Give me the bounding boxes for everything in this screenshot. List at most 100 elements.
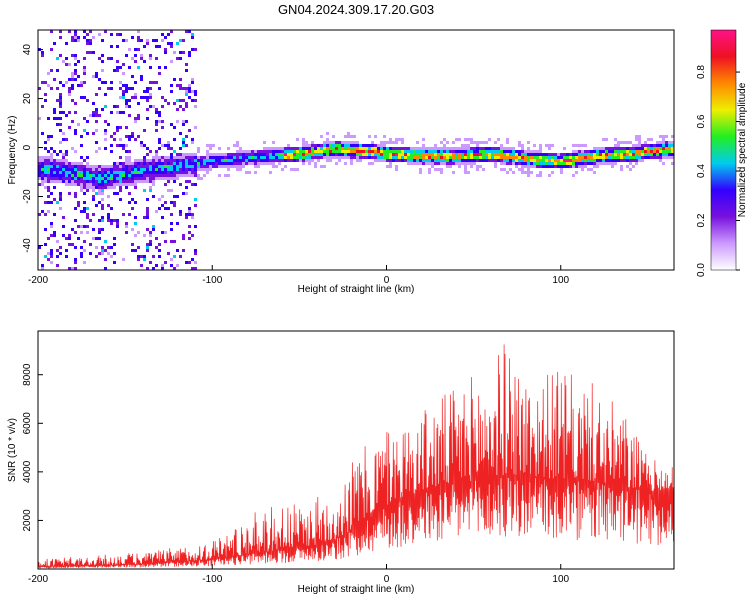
heatmap-cell bbox=[158, 66, 161, 69]
heatmap-cell bbox=[491, 150, 494, 153]
heatmap-cell bbox=[476, 150, 479, 153]
heatmap-cell bbox=[581, 165, 584, 168]
heatmap-cell bbox=[128, 162, 131, 165]
heatmap-cell bbox=[359, 150, 362, 153]
heatmap-cell bbox=[620, 168, 623, 171]
heatmap-cell bbox=[245, 159, 248, 162]
heatmap-cell bbox=[47, 168, 50, 171]
heatmap-cell bbox=[122, 171, 125, 174]
heatmap-cell bbox=[533, 159, 536, 162]
heatmap-cell bbox=[377, 144, 380, 147]
heatmap-cell bbox=[134, 120, 137, 123]
heatmap-cell bbox=[158, 45, 161, 48]
heatmap-cell bbox=[158, 72, 161, 75]
heatmap-cell bbox=[68, 237, 71, 240]
heatmap-cell bbox=[92, 168, 95, 171]
snr-x-ticks: -200 -100 0 100 bbox=[28, 564, 570, 585]
heatmap-cell bbox=[623, 156, 626, 159]
heatmap-cell bbox=[101, 81, 104, 84]
heatmap-cell bbox=[383, 153, 386, 156]
heatmap-cell bbox=[611, 162, 614, 165]
heatmap-cell bbox=[662, 147, 665, 150]
heatmap-cell bbox=[254, 156, 257, 159]
heatmap-cell bbox=[113, 177, 116, 180]
heatmap-cell bbox=[422, 138, 425, 141]
heatmap-cell bbox=[50, 165, 53, 168]
heatmap-cell bbox=[389, 162, 392, 165]
heatmap-cell bbox=[494, 165, 497, 168]
heatmap-cell bbox=[194, 204, 197, 207]
heatmap-cell bbox=[185, 159, 188, 162]
heatmap-cell bbox=[530, 162, 533, 165]
heatmap-cell bbox=[500, 144, 503, 147]
heatmap-cell bbox=[287, 144, 290, 147]
heatmap-cell bbox=[47, 117, 50, 120]
heatmap-cell bbox=[248, 150, 251, 153]
heatmap-cell bbox=[164, 36, 167, 39]
heatmap-cell bbox=[629, 162, 632, 165]
heatmap-cell bbox=[53, 171, 56, 174]
heatmap-cell bbox=[158, 162, 161, 165]
heatmap-cell bbox=[146, 99, 149, 102]
heatmap-cell bbox=[518, 150, 521, 153]
heatmap-cell bbox=[56, 174, 59, 177]
heatmap-cell bbox=[365, 150, 368, 153]
heatmap-cell bbox=[596, 159, 599, 162]
heatmap-cell bbox=[638, 156, 641, 159]
heatmap-cell bbox=[44, 213, 47, 216]
heatmap-cell bbox=[584, 150, 587, 153]
heatmap-cell bbox=[110, 183, 113, 186]
heatmap-cell bbox=[452, 156, 455, 159]
heatmap-cell bbox=[374, 135, 377, 138]
heatmap-cell bbox=[206, 153, 209, 156]
heatmap-cell bbox=[524, 165, 527, 168]
heatmap-cell bbox=[473, 141, 476, 144]
heatmap-cell bbox=[101, 198, 104, 201]
heatmap-cell bbox=[146, 87, 149, 90]
heatmap-cell bbox=[179, 174, 182, 177]
y-tick-label: 20 bbox=[22, 93, 33, 105]
heatmap-cell bbox=[428, 150, 431, 153]
heatmap-cell bbox=[563, 159, 566, 162]
heatmap-cell bbox=[53, 165, 56, 168]
heatmap-cell bbox=[269, 159, 272, 162]
heatmap-cell bbox=[104, 177, 107, 180]
heatmap-cell bbox=[134, 168, 137, 171]
heatmap-cell bbox=[536, 156, 539, 159]
heatmap-cell bbox=[176, 168, 179, 171]
heatmap-cell bbox=[626, 141, 629, 144]
heatmap-cell bbox=[656, 156, 659, 159]
heatmap-cell bbox=[170, 189, 173, 192]
heatmap-cell bbox=[467, 162, 470, 165]
heatmap-cell bbox=[266, 147, 269, 150]
heatmap-cell bbox=[191, 48, 194, 51]
heatmap-cell bbox=[449, 153, 452, 156]
heatmap-cell bbox=[143, 168, 146, 171]
heatmap-cell bbox=[353, 153, 356, 156]
heatmap-cell bbox=[104, 129, 107, 132]
heatmap-cell bbox=[503, 150, 506, 153]
heatmap-cell bbox=[86, 171, 89, 174]
heatmap-cell bbox=[551, 165, 554, 168]
heatmap-cell bbox=[50, 249, 53, 252]
heatmap-cell bbox=[182, 99, 185, 102]
heatmap-cell bbox=[335, 144, 338, 147]
heatmap-cell bbox=[209, 165, 212, 168]
heatmap-cell bbox=[533, 156, 536, 159]
heatmap-cell bbox=[116, 33, 119, 36]
heatmap-cell bbox=[74, 180, 77, 183]
heatmap-cell bbox=[164, 183, 167, 186]
heatmap-cell bbox=[353, 135, 356, 138]
heatmap-cell bbox=[47, 210, 50, 213]
heatmap-cell bbox=[167, 171, 170, 174]
heatmap-cell bbox=[146, 153, 149, 156]
heatmap-cell bbox=[173, 126, 176, 129]
heatmap-cell bbox=[485, 150, 488, 153]
heatmap-cell bbox=[128, 168, 131, 171]
heatmap-cell bbox=[68, 165, 71, 168]
heatmap-cell bbox=[494, 159, 497, 162]
heatmap-cell bbox=[509, 153, 512, 156]
heatmap-cell bbox=[89, 252, 92, 255]
heatmap-cell bbox=[62, 168, 65, 171]
heatmap-cell bbox=[170, 258, 173, 261]
